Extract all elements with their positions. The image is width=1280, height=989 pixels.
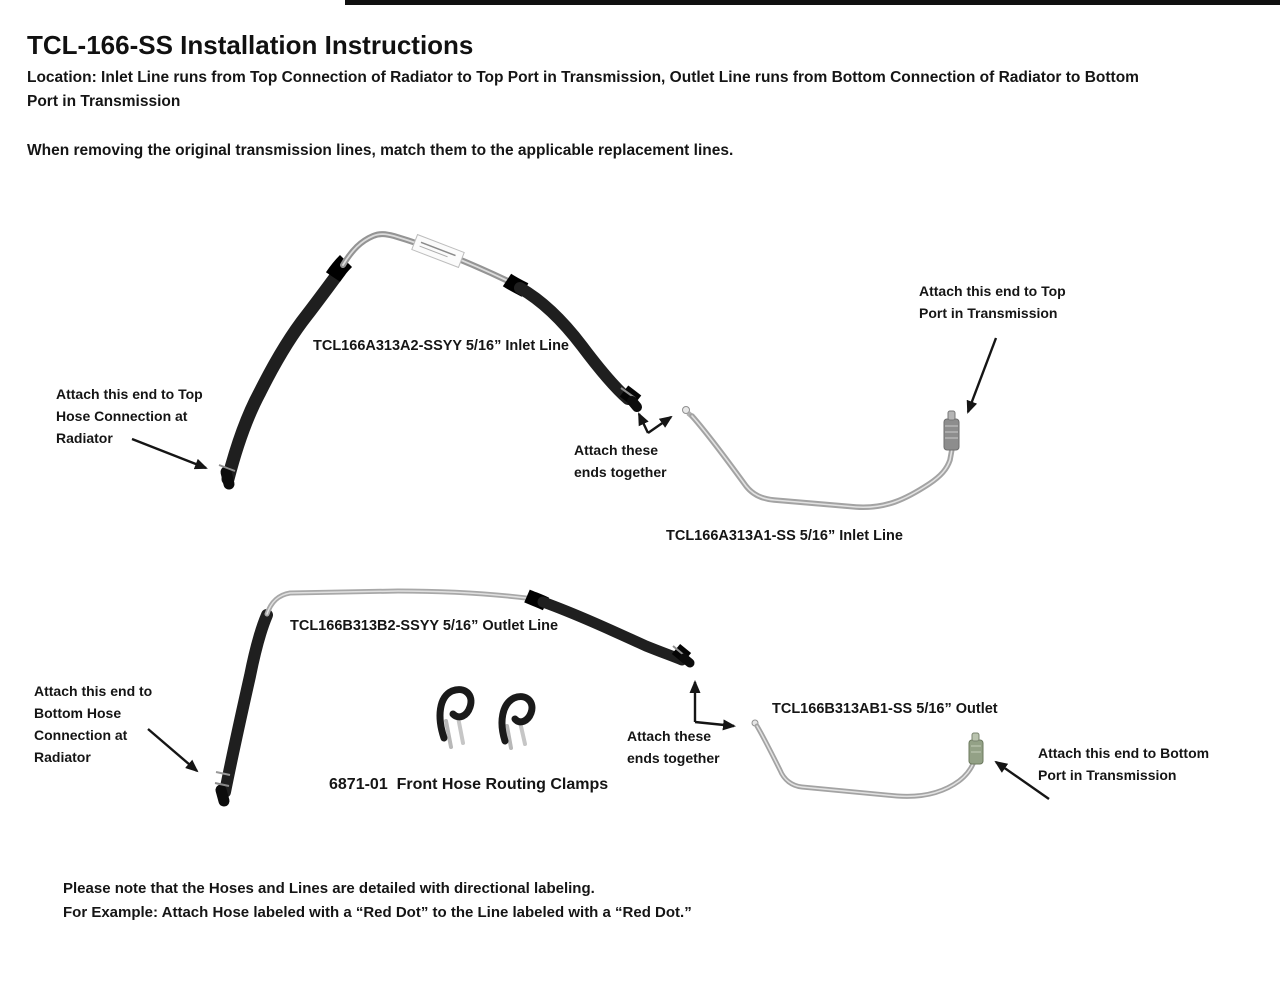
top-edge-bar [345,0,1280,5]
arrow-outlet-radiator [147,728,199,773]
outlet-hose-image [214,588,695,807]
inlet-line-label: TCL166A313A1-SS 5/16” Inlet Line [666,528,903,544]
arrow-inlet-radiator [131,437,208,470]
outlet-line-fitting [968,732,984,765]
location-note: Location: Inlet Line runs from Top Conne… [27,69,1139,110]
page-title: TCL-166-SS Installation Instructions [27,30,474,60]
arrow-outlet-ends-right [694,719,736,731]
outlet-ends-note: Attach these ends together [627,728,720,766]
inlet-hose-image [218,231,642,490]
outlet-hose-label: TCL166B313B2-SSYY 5/16” Outlet Line [290,618,559,634]
outlet-line-label: TCL166B313AB1-SS 5/16” Outlet [772,701,998,717]
outlet-line-image [751,719,984,799]
footer-note: Please note that the Hoses and Lines are… [63,880,692,921]
inlet-line-image [682,406,960,510]
inlet-ends-note: Attach these ends together [574,442,667,480]
inlet-radiator-note: Attach this end to Top Hose Connection a… [56,386,203,446]
routing-clamps-image [436,686,536,750]
annotation-arrows [131,337,1050,800]
outlet-radiator-note: Attach this end to Bottom Hose Connectio… [34,683,153,765]
outlet-transmission-note: Attach this end to Bottom Port in Transm… [1038,745,1210,783]
removal-note: When removing the original transmission … [27,142,734,159]
arrow-inlet-ends-left [637,412,650,434]
arrow-inlet-transmission [966,337,998,414]
arrow-inlet-ends-right [647,415,673,434]
arrow-outlet-transmission [994,760,1050,800]
inlet-transmission-note: Attach this end to Top Port in Transmiss… [919,283,1066,321]
tube-tag [411,233,465,269]
inlet-line-fitting [943,410,960,451]
inlet-hose-label: TCL166A313A2-SSYY 5/16” Inlet Line [313,338,570,354]
clamps-label: 6871-01 Front Hose Routing Clamps [329,776,609,793]
